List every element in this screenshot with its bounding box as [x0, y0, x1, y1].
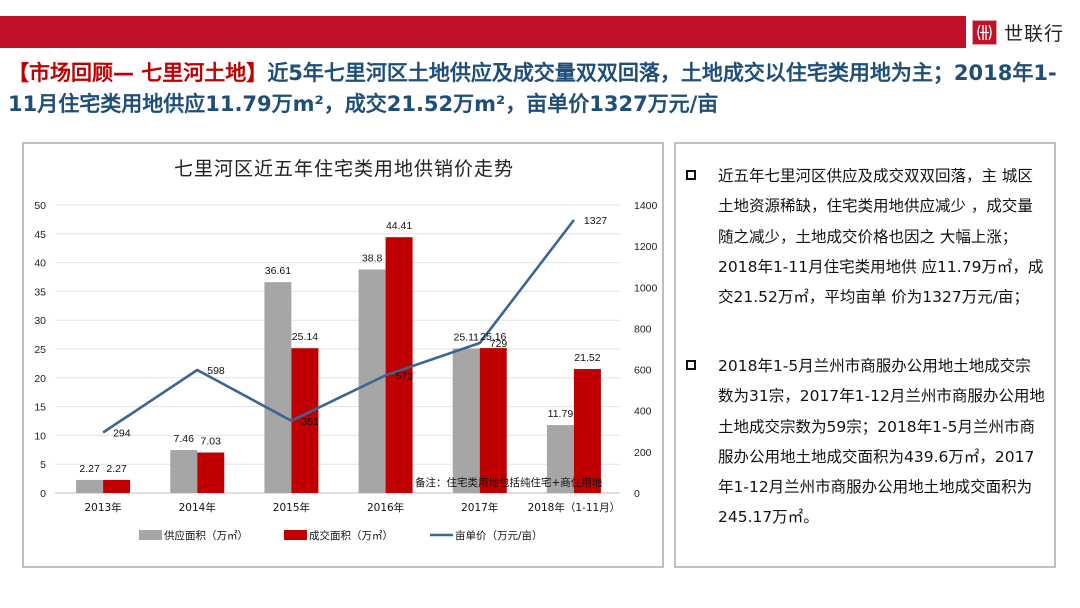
commentary-panel: 近五年七里河区供应及成交双双回落，主 城区土地资源稀缺，住宅类用地供应减少 ，成…: [674, 142, 1056, 568]
headline-text: 近5年七里河区土地供应及成交量双双回落，土地成交以住宅类用地为主；2018年1-…: [8, 61, 1057, 116]
square-bullet-icon: [686, 170, 696, 180]
bullet-item: 近五年七里河区供应及成交双双回落，主 城区土地资源稀缺，住宅类用地供应减少 ，成…: [686, 161, 1046, 312]
page-headline: 【市场回顾— 七里河土地】近5年七里河区土地供应及成交量双双回落，土地成交以住宅…: [8, 58, 1074, 120]
headline-tag: 【市场回顾— 七里河土地】: [8, 61, 268, 85]
bullet-text: 近五年七里河区供应及成交双双回落，主 城区土地资源稀缺，住宅类用地供应减少 ，成…: [718, 167, 1044, 307]
chart-title: 七里河区近五年住宅类用地供销价走势: [173, 158, 514, 180]
bullet-item: 2018年1-5月兰州市商服办公用地土地成交宗数为31宗，2017年1-12月兰…: [686, 351, 1046, 533]
chart-panel: 七里河区近五年住宅类用地供销价走势: [22, 142, 664, 568]
bullet-text: 2018年1-5月兰州市商服办公用地土地成交宗数为31宗，2017年1-12月兰…: [718, 357, 1045, 527]
header-bar: [0, 16, 966, 48]
brand-logo: 世联行: [972, 16, 1064, 48]
square-bullet-icon: [686, 360, 696, 370]
brand-name: 世联行: [1004, 22, 1065, 45]
brand-emblem-icon: [972, 19, 997, 45]
